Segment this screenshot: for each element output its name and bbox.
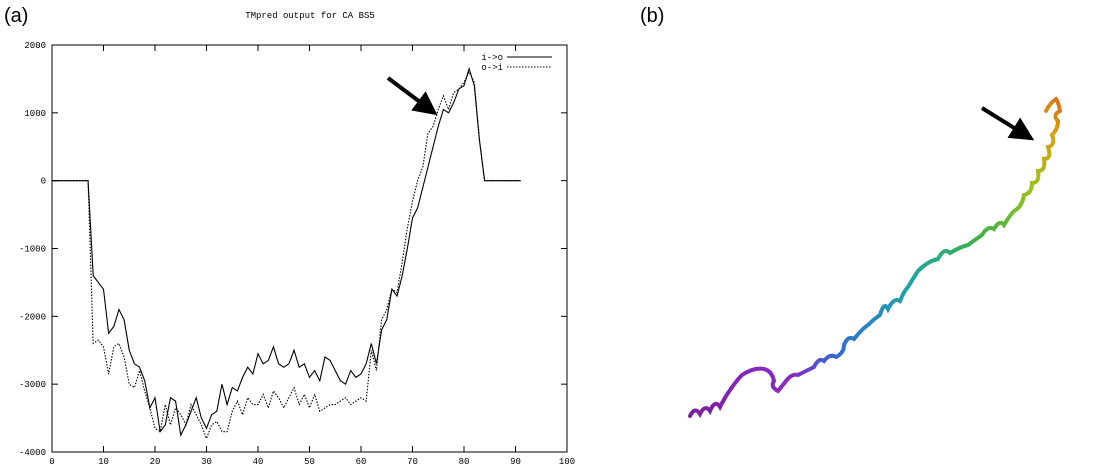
y-tick-label: -4000 bbox=[19, 448, 46, 458]
y-tick-label: 0 bbox=[41, 177, 46, 187]
y-tick-label: 1000 bbox=[24, 109, 46, 119]
panel-label: (b) bbox=[640, 5, 664, 27]
y-tick-label: -1000 bbox=[19, 245, 46, 255]
x-tick-label: 10 bbox=[98, 457, 109, 467]
x-tick-label: 30 bbox=[201, 457, 212, 467]
x-tick-label: 90 bbox=[510, 457, 521, 467]
x-tick-label: 40 bbox=[253, 457, 264, 467]
legend-label: o->i bbox=[481, 63, 503, 73]
x-tick-label: 80 bbox=[459, 457, 470, 467]
x-tick-label: 0 bbox=[49, 457, 54, 467]
chart-title: TMpred output for CA BS5 bbox=[245, 11, 375, 21]
y-tick-label: -2000 bbox=[19, 312, 46, 322]
x-tick-label: 70 bbox=[407, 457, 418, 467]
series-line bbox=[52, 69, 521, 435]
series-line bbox=[52, 72, 521, 438]
x-tick-label: 100 bbox=[559, 457, 575, 467]
protein-ribbon bbox=[690, 99, 1060, 416]
y-tick-label: -3000 bbox=[19, 380, 46, 390]
x-tick-label: 20 bbox=[150, 457, 161, 467]
x-tick-label: 50 bbox=[304, 457, 315, 467]
arrow bbox=[388, 78, 428, 108]
arrow bbox=[982, 108, 1024, 134]
panel-label: (a) bbox=[4, 5, 28, 27]
y-tick-label: 2000 bbox=[24, 41, 46, 51]
figure: (a) (b) TMpred output for CA BS5 -4000 -3… bbox=[0, 0, 1099, 471]
x-tick-label: 60 bbox=[356, 457, 367, 467]
legend-label: i->o bbox=[481, 53, 503, 63]
plot-frame bbox=[52, 45, 567, 452]
